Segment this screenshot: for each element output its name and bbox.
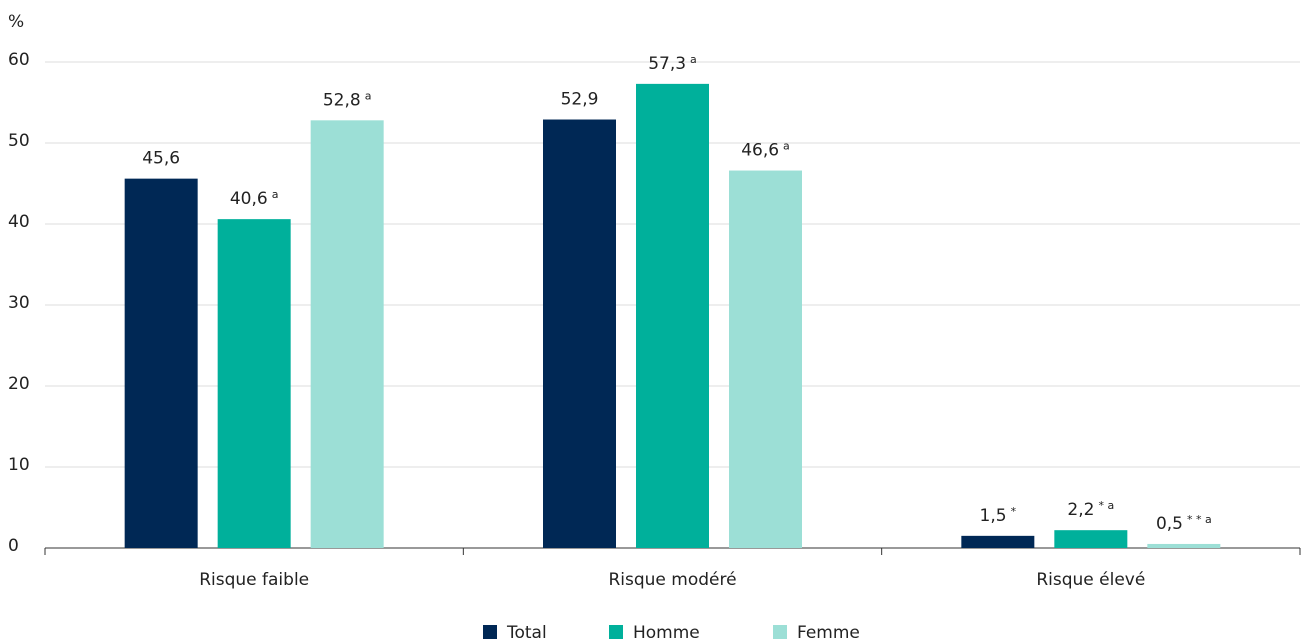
y-tick-label: 50 [8,131,30,151]
y-axis-label: % [8,12,24,32]
value-label: 52,9 [561,90,599,110]
bar [636,83,709,549]
bar [217,219,291,548]
y-tick-label: 40 [8,212,30,232]
value-label-text: 52,8 [323,90,361,110]
y-tick-label: 20 [8,374,30,394]
value-label-text: 40,6 [230,189,268,209]
value-label-text: 57,3 [648,54,686,74]
y-tick-label: 60 [8,50,30,70]
legend-swatch [773,625,787,639]
value-label-marker: a [690,53,697,66]
x-tick-label: Risque élevé [1036,570,1145,590]
value-label-marker: * * a [1187,513,1212,526]
x-tick-label: Risque modéré [608,570,736,590]
value-label: 46,6 a [741,140,790,161]
bar [310,120,384,548]
y-tick-label: 30 [8,293,30,313]
legend-label: Femme [797,623,860,643]
bar [543,119,616,548]
y-tick-label: 10 [8,455,30,475]
value-label-marker: * [1011,505,1017,518]
legend-swatch [483,625,497,639]
value-label-marker: * a [1098,499,1114,512]
bar [1054,530,1128,548]
value-label-text: 46,6 [741,141,779,161]
value-label-marker: a [272,188,279,201]
bar [961,535,1035,548]
value-label-text: 0,5 [1156,514,1183,534]
legend-label: Homme [633,623,700,643]
value-label-text: 52,9 [561,90,599,110]
x-tick-label: Risque faible [199,570,309,590]
bar [124,178,198,548]
value-label-text: 2,2 [1067,500,1094,520]
y-tick-label: 0 [8,536,19,556]
value-label: 40,6 a [230,188,279,209]
legend-swatch [609,625,623,639]
value-label-text: 45,6 [142,149,180,169]
value-label: 45,6 [142,149,180,169]
legend-label: Total [506,623,547,643]
value-label: 57,3 a [648,53,697,74]
value-label-marker: a [783,140,790,153]
bar [729,170,802,549]
value-label: 1,5 * [980,505,1017,526]
value-label: 0,5 * * a [1156,513,1212,534]
value-label: 52,8 a [323,89,372,110]
value-label-marker: a [365,89,372,102]
bar [1147,543,1221,548]
value-label-text: 1,5 [980,506,1007,526]
value-label: 2,2 * a [1067,499,1114,520]
